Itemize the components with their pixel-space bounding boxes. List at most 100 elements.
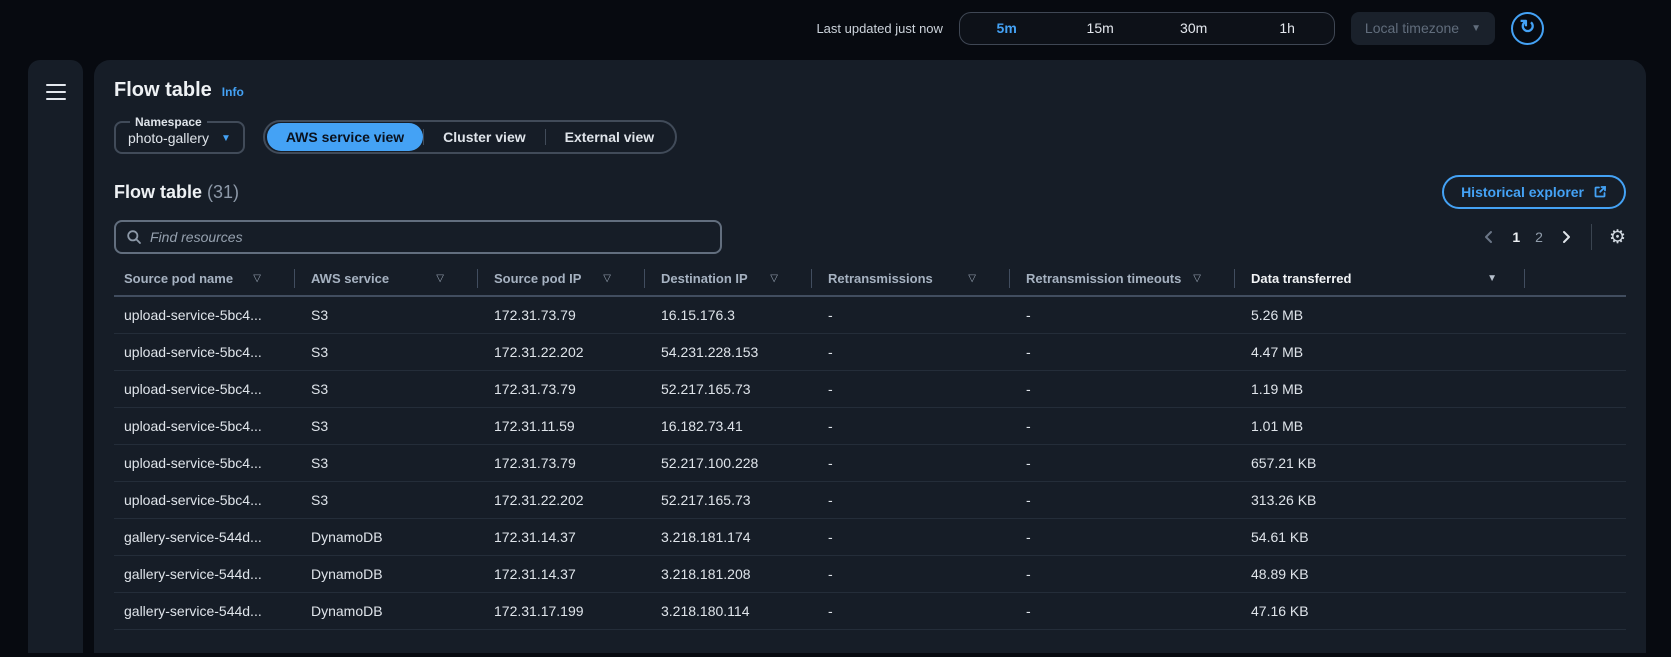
cell-retransmission-timeouts: - — [1010, 296, 1235, 334]
namespace-select[interactable]: Namespace photo-gallery ▼ — [114, 115, 245, 154]
refresh-icon: ↻ — [1519, 16, 1536, 38]
namespace-value-row[interactable]: photo-gallery ▼ — [128, 130, 231, 146]
cell-spacer — [1525, 296, 1626, 334]
collapsed-sidebar — [28, 60, 83, 653]
cell-aws-service: S3 — [295, 370, 478, 408]
chevron-right-icon[interactable] — [1558, 229, 1574, 245]
namespace-value: photo-gallery — [128, 130, 209, 146]
historical-explorer-button[interactable]: Historical explorer — [1442, 175, 1626, 209]
column-header-destination-ip[interactable]: Destination IP ▽ — [645, 266, 812, 297]
table-row[interactable]: gallery-service-544d... DynamoDB 172.31.… — [114, 592, 1626, 630]
column-header-retransmissions[interactable]: Retransmissions ▽ — [812, 266, 1010, 297]
cell-destination-ip: 52.217.165.73 — [645, 481, 812, 519]
title-row: Flow table Info — [114, 79, 1626, 102]
filter-icon[interactable]: ▽ — [770, 273, 778, 284]
time-range-selector: 5m 15m 30m 1h — [958, 11, 1335, 45]
historical-explorer-label: Historical explorer — [1461, 184, 1584, 200]
time-range-5m[interactable]: 5m — [960, 13, 1054, 44]
page-number-2[interactable]: 2 — [1535, 229, 1543, 245]
cell-source-pod-name: gallery-service-544d... — [114, 555, 295, 593]
cell-source-pod-ip: 172.31.73.79 — [478, 370, 645, 408]
caret-down-icon: ▼ — [220, 132, 231, 144]
cell-data-transferred: 48.89 KB — [1235, 555, 1525, 593]
cell-aws-service: S3 — [295, 407, 478, 445]
cell-data-transferred: 313.26 KB — [1235, 481, 1525, 519]
table-row[interactable]: gallery-service-544d... DynamoDB 172.31.… — [114, 518, 1626, 556]
cell-destination-ip: 3.218.181.208 — [645, 555, 812, 593]
pagination: 1 2 ⚙ — [1481, 224, 1626, 250]
cell-source-pod-name: upload-service-5bc4... — [114, 333, 295, 371]
column-header-spacer — [1525, 266, 1626, 297]
cell-retransmission-timeouts: - — [1010, 370, 1235, 408]
column-header-data-transferred[interactable]: Data transferred ▼ — [1235, 266, 1525, 297]
table-row[interactable]: upload-service-5bc4... S3 172.31.73.79 5… — [114, 370, 1626, 408]
page-title: Flow table — [114, 79, 212, 101]
tab-external-view[interactable]: External view — [546, 123, 674, 151]
filter-icon[interactable]: ▽ — [253, 273, 261, 284]
cell-spacer — [1525, 481, 1626, 519]
cell-source-pod-name: gallery-service-544d... — [114, 592, 295, 630]
cell-retransmissions: - — [812, 481, 1010, 519]
cell-source-pod-ip: 172.31.22.202 — [478, 333, 645, 371]
cell-data-transferred: 4.47 MB — [1235, 333, 1525, 371]
time-range-30m[interactable]: 30m — [1147, 13, 1241, 44]
cell-data-transferred: 1.01 MB — [1235, 407, 1525, 445]
cell-source-pod-name: upload-service-5bc4... — [114, 444, 295, 482]
time-range-15m[interactable]: 15m — [1053, 13, 1147, 44]
cell-source-pod-name: upload-service-5bc4... — [114, 481, 295, 519]
column-header-retransmission-timeouts[interactable]: Retransmission timeouts ▽ — [1010, 266, 1235, 297]
column-header-aws-service[interactable]: AWS service ▽ — [295, 266, 478, 297]
top-bar: Last updated just now 5m 15m 30m 1h Loca… — [0, 0, 1671, 56]
cell-retransmissions: - — [812, 333, 1010, 371]
table-row[interactable]: upload-service-5bc4... S3 172.31.73.79 1… — [114, 296, 1626, 334]
cell-destination-ip: 52.217.100.228 — [645, 444, 812, 482]
segment-divider — [423, 129, 425, 145]
cell-aws-service: S3 — [295, 296, 478, 334]
controls-row: Namespace photo-gallery ▼ AWS service vi… — [114, 115, 1626, 154]
column-header-source-pod-name[interactable]: Source pod name ▽ — [114, 266, 295, 297]
timezone-dropdown[interactable]: Local timezone ▼ — [1350, 11, 1495, 45]
table-row[interactable]: upload-service-5bc4... S3 172.31.73.79 5… — [114, 444, 1626, 482]
cell-aws-service: DynamoDB — [295, 518, 478, 556]
tab-aws-service-view[interactable]: AWS service view — [266, 123, 424, 151]
flow-table-panel: Flow table Info Namespace photo-gallery … — [94, 60, 1646, 653]
page-number-1[interactable]: 1 — [1512, 229, 1521, 245]
timezone-label: Local timezone — [1364, 20, 1460, 36]
table-row[interactable]: upload-service-5bc4... S3 172.31.11.59 1… — [114, 407, 1626, 445]
refresh-button[interactable]: ↻ — [1511, 11, 1544, 45]
cell-aws-service: DynamoDB — [295, 555, 478, 593]
search-input[interactable] — [150, 229, 710, 245]
filter-icon[interactable]: ▽ — [436, 273, 444, 284]
cell-retransmission-timeouts: - — [1010, 333, 1235, 371]
table-section-header: Flow table (31) Historical explorer — [114, 175, 1626, 209]
info-link[interactable]: Info — [221, 85, 244, 99]
table-row[interactable]: upload-service-5bc4... S3 172.31.22.202 … — [114, 481, 1626, 519]
cell-retransmission-timeouts: - — [1010, 518, 1235, 556]
cell-data-transferred: 54.61 KB — [1235, 518, 1525, 556]
cell-retransmission-timeouts: - — [1010, 407, 1235, 445]
cell-aws-service: S3 — [295, 481, 478, 519]
filter-icon[interactable]: ▽ — [968, 273, 976, 284]
column-header-source-pod-ip[interactable]: Source pod IP ▽ — [478, 266, 645, 297]
chevron-left-icon[interactable] — [1481, 229, 1497, 245]
sort-descending-icon[interactable]: ▼ — [1487, 273, 1497, 284]
table-row[interactable]: upload-service-5bc4... S3 172.31.22.202 … — [114, 333, 1626, 371]
pager-divider — [1590, 224, 1592, 250]
cell-destination-ip: 3.218.180.114 — [645, 592, 812, 630]
cell-retransmissions: - — [812, 555, 1010, 593]
cell-spacer — [1525, 333, 1626, 371]
cell-data-transferred: 657.21 KB — [1235, 444, 1525, 482]
table-row[interactable]: gallery-service-544d... DynamoDB 172.31.… — [114, 555, 1626, 593]
filter-icon[interactable]: ▽ — [1193, 273, 1201, 284]
search-box[interactable] — [114, 220, 722, 254]
table-header-row: Source pod name ▽ AWS service ▽ Source pod… — [114, 266, 1626, 297]
tab-cluster-view[interactable]: Cluster view — [424, 123, 544, 151]
caret-down-icon: ▼ — [1471, 22, 1481, 34]
time-range-1h[interactable]: 1h — [1240, 13, 1334, 44]
hamburger-menu-icon[interactable] — [45, 84, 66, 653]
search-icon — [126, 229, 142, 245]
cell-destination-ip: 52.217.165.73 — [645, 370, 812, 408]
filter-icon[interactable]: ▽ — [603, 273, 611, 284]
namespace-label: Namespace — [135, 115, 202, 129]
gear-icon[interactable]: ⚙ — [1608, 226, 1626, 248]
